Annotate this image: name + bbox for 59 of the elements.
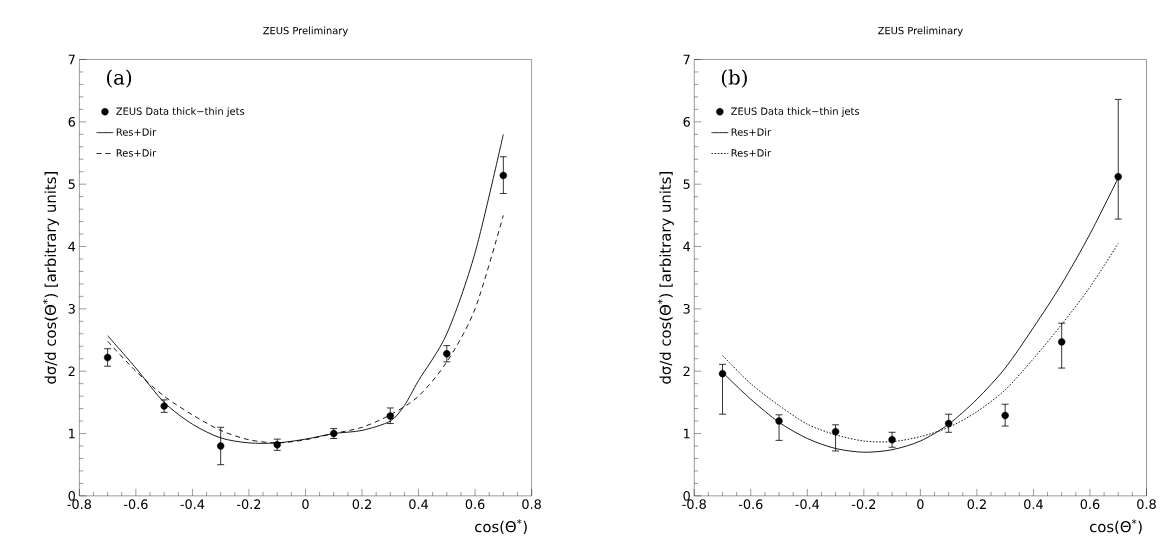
y-axis-title: dσ/d cos(Θ$^{*}$) [arbitrary units] <box>657 171 674 384</box>
legend-label: Res+Dir <box>731 127 772 136</box>
y-tick-label: 1 <box>684 428 690 439</box>
x-tick-label: -0.6 <box>738 499 763 509</box>
x-tick-label: 0.4 <box>1024 499 1043 509</box>
x-tick-label: -0.4 <box>795 499 820 509</box>
y-tick-label: 2 <box>683 366 690 376</box>
x-tick-label: -0.4 <box>180 499 205 509</box>
point <box>1058 338 1066 346</box>
point <box>499 171 508 179</box>
annotation: (b) <box>721 69 747 88</box>
y-tick-label: 2 <box>68 366 75 376</box>
point <box>888 435 896 444</box>
point <box>1001 411 1009 419</box>
x-tick-label: 0.2 <box>352 499 371 509</box>
x-tick-label: 0.8 <box>1137 499 1156 509</box>
x-tick-label: 0.8 <box>522 499 541 509</box>
x-axis-title: cos(Θ$^{*}$) <box>475 519 527 534</box>
y-tick-label: 7 <box>68 54 75 64</box>
x-axis-title: cos(Θ$^{*}$) <box>1089 519 1142 534</box>
y-tick-label: 3 <box>683 303 690 314</box>
x-tick-label: 0 <box>302 499 309 509</box>
x-tick-label: 0.6 <box>465 499 485 509</box>
x-tick-label: 0.4 <box>409 499 429 509</box>
legend-label: Res+Dir <box>116 127 157 136</box>
y-axis-title: dσ/d cos(Θ$^{*}$) [arbitrary units] <box>42 171 59 384</box>
point <box>103 353 112 361</box>
x-tick-label: 0.2 <box>967 499 986 509</box>
x-tick-label: -0.6 <box>123 499 148 509</box>
x-tick-label: 0 <box>917 499 924 509</box>
legend-label: ZEUS Data thick−thin jets <box>116 107 245 117</box>
chart-title: ZEUS Preliminary <box>263 26 348 37</box>
point <box>386 412 394 420</box>
y-tick-label: 0 <box>683 490 690 501</box>
x-tick-label: -0.8 <box>67 499 92 509</box>
legend-label: Res+Dir <box>116 148 157 157</box>
x-tick-label: -0.2 <box>851 499 876 509</box>
y-tick-label: 7 <box>683 54 690 64</box>
chart-title: ZEUS Preliminary <box>878 26 963 37</box>
point <box>217 442 225 450</box>
legend-label: Res+Dir <box>731 148 772 157</box>
y-tick-label: 0 <box>68 490 75 501</box>
point <box>443 349 451 358</box>
y-tick-label: 4 <box>683 241 691 252</box>
y-tick-label: 6 <box>683 116 690 127</box>
annotation: (a) <box>107 69 132 88</box>
y-tick-label: 3 <box>68 303 75 314</box>
point <box>944 419 953 428</box>
point <box>1114 172 1122 181</box>
y-tick-label: 5 <box>68 179 75 189</box>
x-tick-label: -0.8 <box>682 499 706 509</box>
y-tick-label: 5 <box>683 179 690 189</box>
y-tick-label: 4 <box>68 241 76 252</box>
point <box>718 369 727 378</box>
x-tick-label: 0.6 <box>1080 499 1100 509</box>
x-tick-label: -0.2 <box>237 499 261 509</box>
y-tick-label: 1 <box>69 428 75 439</box>
y-tick-label: 6 <box>68 116 76 127</box>
legend-label: ZEUS Data thick−thin jets <box>731 107 860 117</box>
